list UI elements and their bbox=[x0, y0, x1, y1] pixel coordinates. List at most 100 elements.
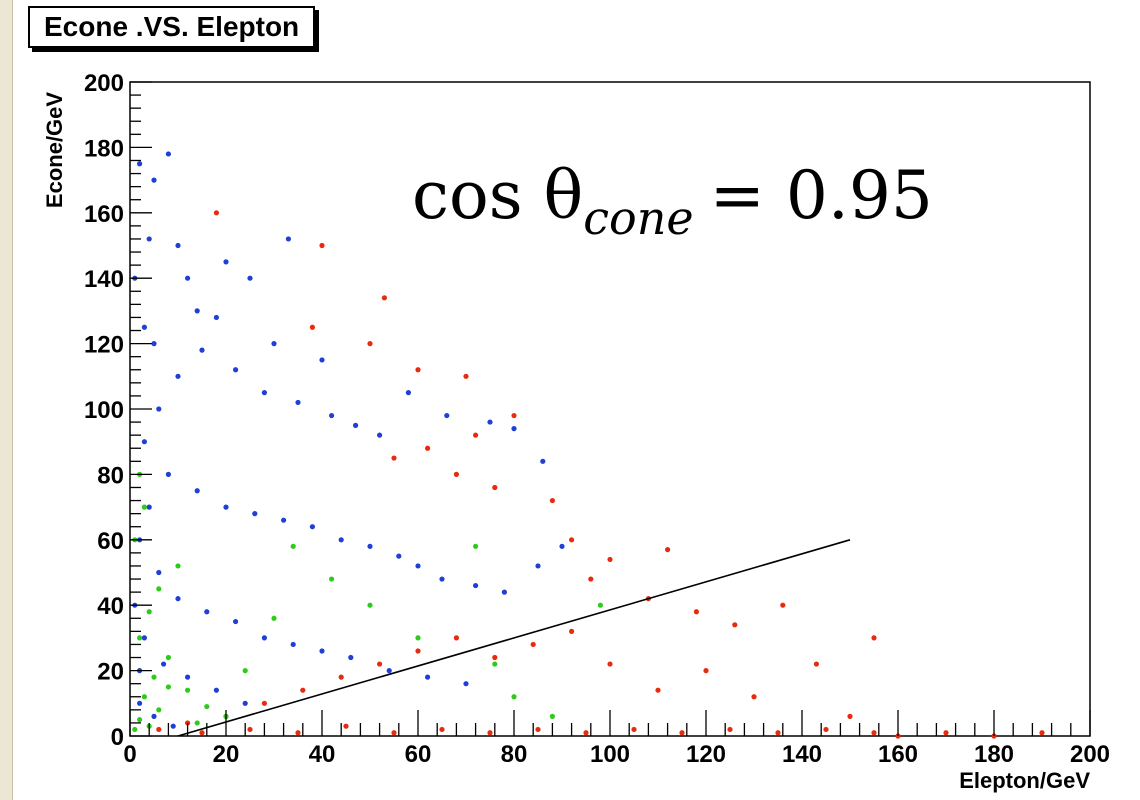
data-point bbox=[425, 674, 431, 680]
data-point bbox=[204, 703, 210, 710]
x-tick-label: 160 bbox=[878, 741, 918, 768]
data-point bbox=[137, 717, 143, 723]
x-tick-label: 20 bbox=[213, 741, 240, 768]
data-point bbox=[137, 161, 143, 167]
data-point bbox=[511, 412, 517, 419]
data-point bbox=[569, 628, 575, 634]
data-point bbox=[319, 648, 325, 654]
data-point bbox=[141, 324, 147, 330]
y-tick-label: 60 bbox=[97, 528, 124, 555]
data-point bbox=[141, 504, 147, 510]
data-point bbox=[631, 726, 637, 733]
data-point bbox=[137, 700, 143, 706]
data-point bbox=[381, 295, 387, 301]
y-tick-label: 40 bbox=[97, 593, 124, 620]
data-point bbox=[549, 497, 556, 504]
data-point bbox=[194, 308, 200, 314]
data-point bbox=[329, 412, 335, 419]
data-point bbox=[367, 341, 373, 347]
data-point bbox=[343, 723, 349, 729]
data-point bbox=[185, 687, 191, 693]
data-point bbox=[319, 242, 325, 249]
data-point bbox=[353, 422, 359, 428]
data-point bbox=[453, 635, 459, 641]
y-tick-label: 160 bbox=[84, 201, 124, 228]
x-tick-label: 60 bbox=[405, 741, 432, 768]
y-tick-label: 20 bbox=[97, 659, 124, 686]
axis-ticks bbox=[129, 81, 1091, 737]
data-point bbox=[165, 654, 171, 661]
data-point bbox=[703, 668, 709, 674]
x-tick-label: 140 bbox=[782, 741, 822, 768]
data-point bbox=[338, 537, 344, 543]
x-axis-title: Elepton/GeV bbox=[959, 768, 1090, 793]
annotation-lhs: cos θ bbox=[412, 157, 583, 234]
data-point bbox=[156, 707, 162, 713]
data-point bbox=[727, 726, 733, 733]
data-point bbox=[141, 694, 147, 700]
data-point bbox=[597, 602, 604, 608]
data-point bbox=[415, 648, 421, 654]
data-point bbox=[1039, 730, 1045, 736]
data-point bbox=[261, 700, 267, 706]
data-point bbox=[146, 236, 152, 242]
data-point bbox=[329, 576, 335, 582]
x-tick-label: 200 bbox=[1070, 741, 1110, 768]
data-point bbox=[175, 373, 181, 379]
data-point bbox=[693, 609, 700, 615]
data-point bbox=[473, 582, 479, 589]
data-point bbox=[377, 661, 383, 667]
data-point bbox=[151, 177, 157, 183]
data-point bbox=[295, 399, 301, 406]
data-point bbox=[367, 602, 373, 608]
data-point bbox=[261, 635, 267, 641]
data-point bbox=[199, 730, 205, 736]
data-point bbox=[439, 726, 445, 733]
data-point bbox=[309, 524, 315, 530]
data-point bbox=[501, 589, 507, 595]
y-tick-label: 200 bbox=[84, 70, 124, 97]
data-point bbox=[559, 543, 565, 549]
data-point bbox=[487, 730, 493, 736]
data-point bbox=[194, 720, 200, 726]
data-point bbox=[300, 687, 306, 693]
data-point bbox=[156, 406, 162, 412]
data-point bbox=[290, 543, 296, 549]
data-point bbox=[655, 687, 661, 693]
x-tick-label: 100 bbox=[590, 741, 630, 768]
y-tick-label: 80 bbox=[97, 462, 124, 489]
y-tick-label: 180 bbox=[84, 135, 124, 162]
data-point bbox=[377, 432, 383, 438]
data-point bbox=[132, 726, 138, 733]
data-point bbox=[194, 488, 200, 494]
y-tick-label: 120 bbox=[84, 332, 124, 359]
data-point bbox=[252, 511, 258, 517]
data-point bbox=[213, 687, 219, 693]
data-point bbox=[473, 543, 479, 549]
y-tick-label: 100 bbox=[84, 397, 124, 424]
window-edge bbox=[0, 0, 13, 800]
data-point bbox=[242, 668, 248, 674]
data-point bbox=[247, 275, 253, 281]
data-point bbox=[943, 730, 949, 736]
data-point bbox=[871, 635, 877, 641]
data-point bbox=[146, 609, 152, 615]
data-point bbox=[137, 635, 143, 641]
data-point bbox=[165, 151, 171, 157]
data-point bbox=[213, 314, 219, 321]
data-point bbox=[271, 615, 277, 621]
data-point bbox=[453, 471, 459, 477]
data-point bbox=[233, 367, 239, 373]
data-point bbox=[156, 586, 162, 592]
data-point bbox=[213, 210, 219, 216]
data-point bbox=[348, 654, 354, 661]
data-point bbox=[170, 723, 176, 729]
plot-frame bbox=[129, 81, 1091, 737]
data-point bbox=[444, 412, 450, 419]
x-tick-label: 0 bbox=[123, 741, 136, 768]
data-point bbox=[223, 259, 229, 265]
x-tick-label: 180 bbox=[974, 741, 1014, 768]
data-point bbox=[415, 635, 421, 641]
